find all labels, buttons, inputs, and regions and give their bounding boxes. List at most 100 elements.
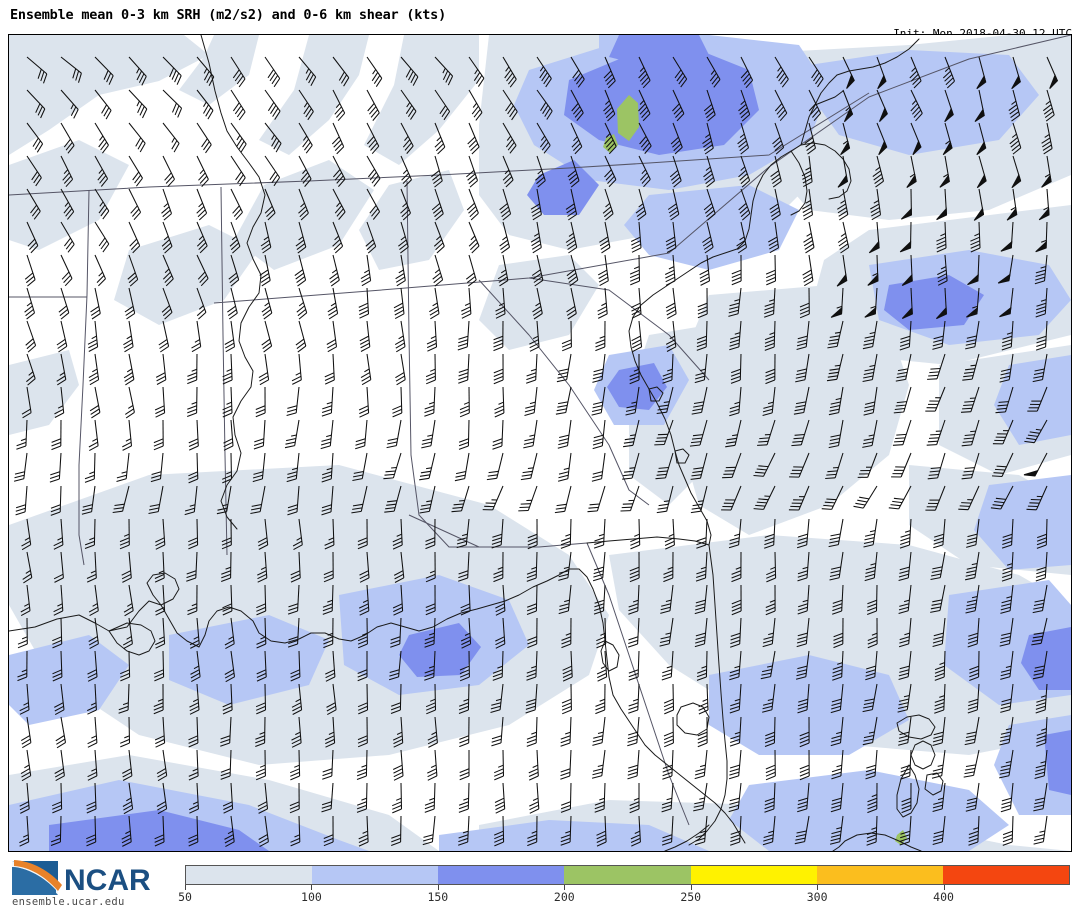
wind-barb — [558, 584, 572, 615]
wind-barb — [527, 617, 538, 649]
wind-barb — [536, 89, 553, 120]
wind-barb — [524, 386, 538, 417]
colorbar-band-0[interactable] — [186, 866, 313, 884]
wind-barb — [939, 155, 950, 188]
wind-barb — [486, 452, 504, 481]
ncar-url[interactable]: ensemble.ucar.edu — [12, 896, 125, 908]
wind-barb — [255, 716, 266, 747]
wind-barb — [366, 56, 383, 87]
wind-barb — [526, 584, 538, 615]
wind-barb — [119, 518, 130, 550]
wind-barb — [774, 56, 789, 88]
map-canvas[interactable] — [9, 35, 1071, 851]
wind-barb — [20, 749, 32, 782]
wind-barb — [764, 287, 776, 318]
wind-barb — [561, 617, 572, 649]
wind-barb — [557, 452, 572, 482]
wind-barb — [766, 551, 777, 583]
wind-barb — [567, 155, 580, 188]
wind-barb — [997, 254, 1014, 284]
wind-barb — [227, 287, 238, 320]
colorbar-tickmark-300 — [817, 885, 819, 890]
wind-barb — [520, 452, 538, 481]
wind-barb — [694, 815, 708, 846]
wind-barb — [764, 782, 776, 813]
wind-barb — [287, 617, 300, 648]
wind-barb — [196, 122, 212, 154]
ncar-logo[interactable]: NCAR — [6, 857, 166, 911]
wind-barb — [842, 56, 855, 89]
wind-barb — [128, 221, 141, 254]
wind-barb — [964, 551, 980, 581]
wind-barb — [825, 452, 844, 480]
wind-barb — [630, 287, 642, 319]
wind-barb — [893, 386, 912, 414]
wind-barb — [695, 551, 708, 582]
wind-barb — [50, 815, 62, 846]
wind-barb — [837, 155, 848, 188]
wind-barb — [19, 782, 30, 814]
wind-barb — [395, 353, 406, 386]
wind-barb — [906, 155, 917, 188]
wind-barb — [422, 815, 436, 846]
colorbar-band-6[interactable] — [942, 866, 1069, 884]
wind-barb — [591, 749, 606, 779]
wind-barb — [26, 221, 39, 254]
wind-barb — [693, 782, 708, 812]
wind-barb — [468, 89, 483, 121]
wind-barb — [690, 485, 708, 514]
colorbar-band-4[interactable] — [690, 866, 817, 884]
wind-barb — [196, 221, 208, 254]
wind-barb — [324, 518, 335, 550]
wind-barb — [324, 353, 335, 385]
wind-barb — [298, 188, 309, 221]
wind-barb — [799, 749, 810, 781]
colorbar-tickmark-200 — [564, 885, 566, 890]
wind-barb — [400, 56, 419, 86]
wind-barb — [664, 518, 675, 550]
wind-barb — [932, 815, 946, 846]
wind-barb — [228, 254, 240, 287]
wind-barb — [527, 815, 538, 847]
wind-barb — [944, 89, 954, 123]
wind-barb — [21, 386, 32, 419]
colorbar-tickmark-50 — [185, 885, 186, 890]
wind-barb — [187, 584, 198, 616]
wind-barb — [429, 287, 440, 320]
wind-barb — [862, 716, 878, 746]
wind-barb — [128, 155, 143, 187]
colorbar-bands[interactable] — [185, 865, 1070, 885]
wind-barb — [691, 386, 708, 415]
colorbar-band-5[interactable] — [816, 866, 943, 884]
wind-barb — [256, 650, 267, 682]
colorbar-band-2[interactable] — [438, 866, 565, 884]
wind-barb — [220, 749, 232, 780]
wind-barb — [973, 188, 985, 221]
wind-barb — [799, 287, 810, 319]
wind-barb — [962, 353, 980, 381]
wind-barb — [728, 287, 742, 317]
colorbar-band-1[interactable] — [312, 866, 439, 884]
wind-barb — [122, 749, 133, 781]
map-panel[interactable] — [8, 34, 1072, 852]
wind-barb — [765, 254, 777, 286]
wind-barb — [837, 188, 849, 221]
wind-barb — [1042, 89, 1055, 122]
wind-barb — [597, 254, 609, 287]
wind-barb — [332, 155, 346, 187]
wind-barb — [595, 683, 606, 715]
colorbar[interactable]: 50 100 150 200 250 300 400 — [178, 865, 1070, 911]
wind-barb — [729, 650, 742, 681]
wind-barb — [383, 452, 402, 480]
wind-barb — [762, 683, 776, 713]
colorbar-tickmark-400 — [943, 885, 945, 890]
wind-barb — [696, 518, 708, 549]
wind-barb — [558, 551, 572, 581]
wind-barb — [324, 716, 336, 748]
wind-barb — [696, 320, 708, 351]
colorbar-band-3[interactable] — [564, 866, 691, 884]
wind-barb — [86, 815, 97, 847]
wind-barb — [625, 386, 640, 416]
wind-barb — [1035, 551, 1048, 582]
wind-barb — [295, 221, 307, 254]
